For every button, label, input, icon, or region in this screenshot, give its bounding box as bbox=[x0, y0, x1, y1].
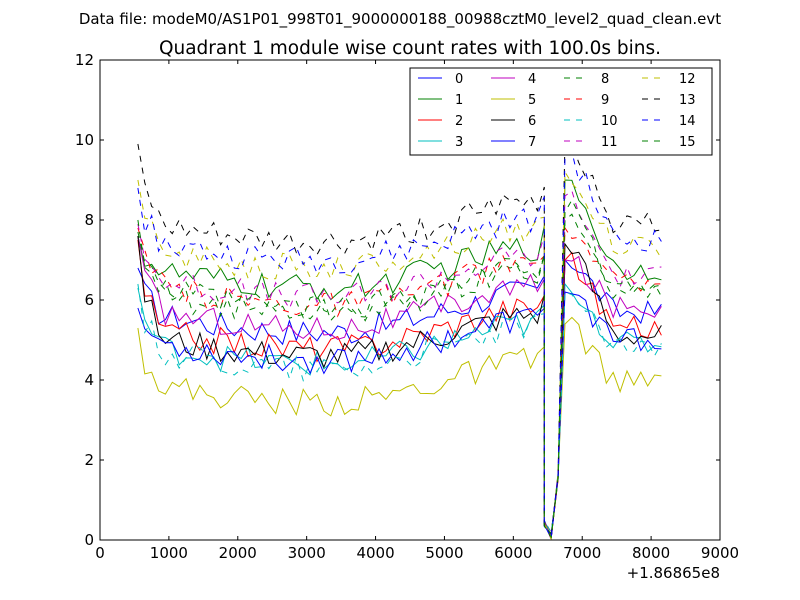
legend-label-3: 3 bbox=[455, 135, 463, 150]
plot-frame bbox=[99, 59, 721, 541]
x-tick-label: 7000 bbox=[563, 544, 601, 562]
legend-label-5: 5 bbox=[528, 93, 536, 108]
legend-label-12: 12 bbox=[679, 72, 696, 87]
series-line-12 bbox=[137, 170, 662, 540]
y-tick-label: 8 bbox=[84, 211, 94, 229]
x-tick-label: 5000 bbox=[425, 544, 463, 562]
legend-label-7: 7 bbox=[528, 135, 536, 150]
series-line-15 bbox=[137, 198, 662, 539]
y-tick-label: 0 bbox=[84, 531, 94, 549]
legend-label-10: 10 bbox=[601, 114, 618, 129]
legend-frame bbox=[409, 67, 713, 156]
legend-label-8: 8 bbox=[601, 72, 609, 87]
y-tick-label: 12 bbox=[75, 51, 94, 69]
legend-label-9: 9 bbox=[601, 93, 609, 108]
x-tick-label: 9000 bbox=[701, 544, 739, 562]
series-line-11 bbox=[137, 190, 662, 540]
x-tick-label: 2000 bbox=[219, 544, 257, 562]
x-offset-label: +1.86865e8 bbox=[627, 564, 720, 582]
x-tick-label: 8000 bbox=[632, 544, 670, 562]
legend-label-14: 14 bbox=[679, 114, 696, 129]
series-line-0 bbox=[137, 258, 662, 538]
legend-label-15: 15 bbox=[679, 135, 696, 150]
series-line-1 bbox=[137, 179, 662, 540]
series-line-10 bbox=[137, 283, 662, 534]
legend-label-0: 0 bbox=[455, 72, 463, 87]
legend-label-11: 11 bbox=[601, 135, 618, 150]
legend-label-13: 13 bbox=[679, 93, 696, 108]
axis-ticks: 0 1000 2000 3000 4000 5000 6000 7000 8000 9000 0 2 4… bbox=[75, 51, 739, 562]
series-line-7 bbox=[137, 291, 662, 535]
series-line-3 bbox=[137, 282, 662, 538]
y-tick-label: 6 bbox=[84, 291, 94, 309]
x-tick-label: 0 bbox=[95, 544, 105, 562]
x-tick-label: 4000 bbox=[356, 544, 394, 562]
series-lines bbox=[137, 139, 662, 540]
x-tick-label: 3000 bbox=[288, 544, 326, 562]
series-line-13 bbox=[137, 139, 662, 540]
series-line-4 bbox=[137, 235, 662, 538]
legend-label-4: 4 bbox=[528, 72, 536, 87]
legend-label-6: 6 bbox=[528, 114, 536, 129]
series-line-9 bbox=[137, 226, 662, 535]
y-tick-label: 2 bbox=[84, 451, 94, 469]
series-line-8 bbox=[137, 213, 662, 535]
y-tick-label: 10 bbox=[75, 131, 94, 149]
chart-suptitle: Data file: modeM0/AS1P01_998T01_90000001… bbox=[79, 10, 721, 29]
chart-title: Quadrant 1 module wise count rates with … bbox=[159, 38, 661, 59]
legend-label-2: 2 bbox=[455, 114, 463, 129]
series-line-5 bbox=[137, 316, 662, 537]
x-tick-label: 1000 bbox=[150, 544, 188, 562]
x-tick-label: 6000 bbox=[494, 544, 532, 562]
y-tick-label: 4 bbox=[84, 371, 94, 389]
legend-label-1: 1 bbox=[455, 93, 463, 108]
